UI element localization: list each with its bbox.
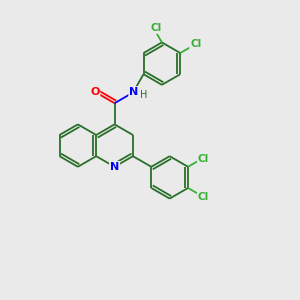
Text: N: N — [129, 87, 138, 97]
Text: Cl: Cl — [198, 154, 209, 164]
Text: O: O — [90, 87, 99, 97]
Text: Cl: Cl — [151, 23, 162, 33]
Text: N: N — [110, 162, 119, 172]
Text: Cl: Cl — [190, 39, 201, 49]
Text: Cl: Cl — [198, 192, 209, 202]
Text: H: H — [140, 90, 148, 100]
